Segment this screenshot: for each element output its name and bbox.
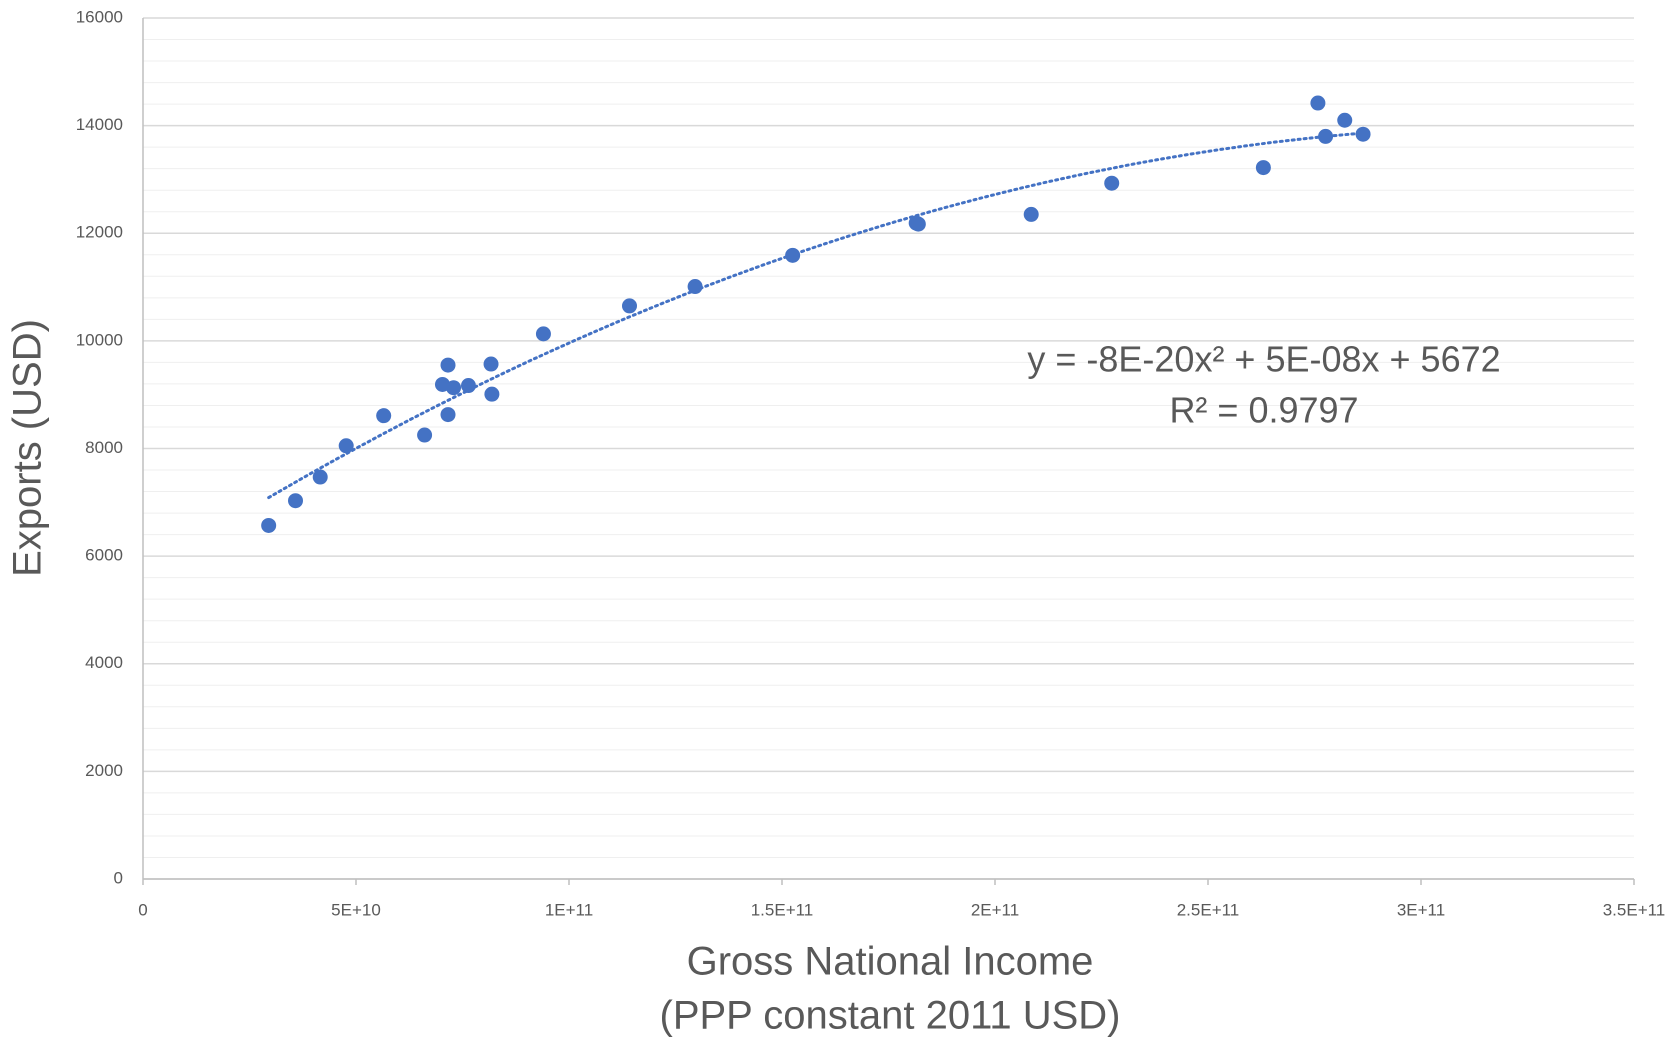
- point: [1023, 206, 1039, 222]
- point: [785, 247, 801, 263]
- y-tick-label: 16000: [76, 7, 123, 26]
- y-tick-label: 0: [114, 868, 123, 887]
- point: [1355, 126, 1371, 142]
- point: [1337, 112, 1353, 128]
- point: [1104, 175, 1120, 191]
- x-tick-label: 2E+11: [971, 900, 1019, 919]
- point: [338, 438, 354, 454]
- x-tick-label: 3E+11: [1397, 900, 1445, 919]
- x-axis-title: Gross National Income: [687, 940, 1094, 984]
- point: [910, 216, 926, 232]
- point: [687, 279, 703, 295]
- x-tick-label: 3.5E+11: [1603, 900, 1666, 919]
- point: [417, 427, 433, 443]
- point: [535, 326, 551, 342]
- x-tick-label: 1E+11: [545, 900, 593, 919]
- y-tick-label: 6000: [85, 546, 123, 565]
- trendline-equation: y = -8E-20x² + 5E-08x + 5672: [1027, 339, 1500, 380]
- point: [376, 408, 392, 424]
- y-tick-label: 8000: [85, 438, 123, 457]
- point: [1255, 160, 1271, 176]
- x-tick-label: 0: [138, 900, 147, 919]
- point: [288, 493, 304, 509]
- point: [484, 386, 500, 402]
- y-tick-label: 12000: [76, 223, 123, 242]
- trendline: [267, 131, 1365, 500]
- x-tick-label: 5E+10: [331, 900, 381, 919]
- point: [312, 469, 328, 485]
- point: [446, 380, 462, 396]
- r-squared: R² = 0.9797: [1169, 390, 1358, 431]
- y-tick-label: 10000: [76, 330, 123, 349]
- y-tick-label: 2000: [85, 761, 123, 780]
- point: [440, 357, 456, 373]
- point: [1318, 128, 1334, 144]
- point: [440, 407, 456, 423]
- x-tick-label: 2.5E+11: [1177, 900, 1240, 919]
- point: [261, 517, 277, 533]
- x-axis-title-line2: (PPP constant 2011 USD): [660, 994, 1121, 1038]
- point: [1310, 95, 1326, 111]
- y-tick-label: 4000: [85, 653, 123, 672]
- y-axis-title: Exports (USD): [6, 319, 50, 577]
- y-tick-label: 14000: [76, 115, 123, 134]
- point: [621, 298, 637, 314]
- point: [483, 356, 499, 372]
- point: [460, 378, 476, 394]
- x-tick-label: 1.5E+11: [751, 900, 814, 919]
